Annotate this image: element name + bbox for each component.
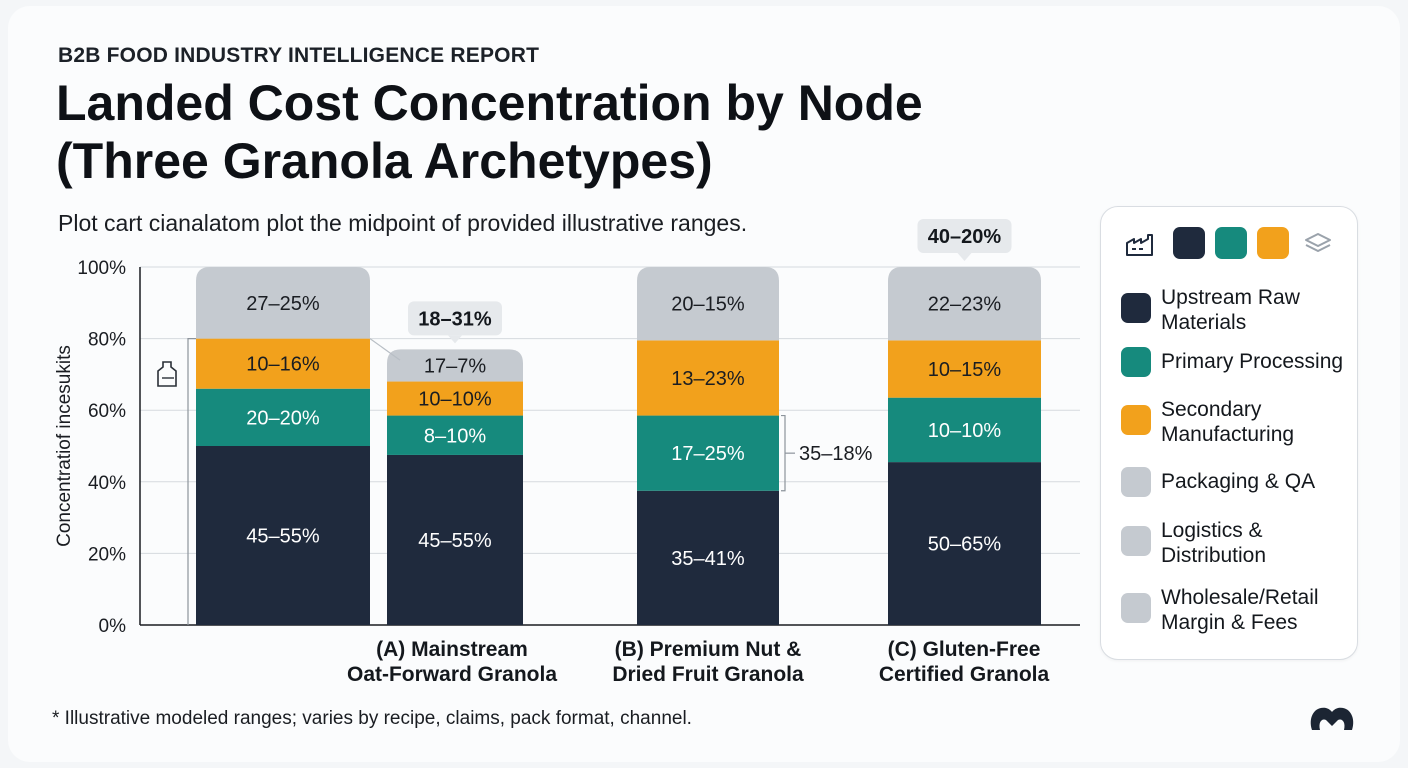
legend-color-box: [1121, 293, 1151, 323]
factory-icon: [1126, 234, 1153, 256]
side-callout-label: 35–18%: [799, 443, 873, 465]
page-title: Landed Cost Concentration by Node (Three…: [56, 74, 1056, 190]
bar-segment: [888, 462, 1041, 625]
stacked-bar-chart: 0% 20% 40% 60% 80% 100% Concentratiof incesuki…: [54, 219, 1080, 686]
bar-segment-label: 10–16%: [246, 354, 320, 376]
bar-segment: [637, 340, 779, 416]
legend-color-box: [1121, 347, 1151, 377]
title-line-1: Landed Cost Concentration by Node: [56, 75, 923, 131]
callout-pointer: [957, 253, 972, 261]
y-axis-label: Concentratiof incesukits: [54, 345, 75, 547]
bracket-line: [187, 338, 196, 625]
legend-label: Secondary Manufacturing: [1161, 398, 1295, 446]
brand-logo-icon: [1310, 707, 1354, 730]
legend-swatch-orange: [1257, 227, 1289, 259]
bar-segment: [196, 267, 370, 339]
legend-label: Primary Processing: [1161, 350, 1344, 373]
callout-box: [408, 301, 502, 336]
legend-color-box: [1121, 467, 1151, 497]
bar-segment: [387, 349, 523, 382]
callout-box: [917, 219, 1012, 253]
side-bracket: [781, 414, 786, 492]
title-line-2: (Three Granola Archetypes): [56, 133, 713, 189]
callout-pointer: [448, 335, 462, 344]
chart-subtitle: Plot cart cianalatom plot the midpoint o…: [58, 210, 748, 236]
connector-line: [369, 338, 401, 361]
bar-segment-label: 20–15%: [671, 294, 745, 316]
x-category-label: Oat-Forward Granola: [347, 663, 557, 686]
legend-header: [1123, 227, 1343, 263]
bar-segment: [888, 340, 1041, 398]
bar-segment: [387, 454, 523, 625]
bar-segment-label: 10–15%: [928, 359, 1002, 381]
x-category-label: Certified Granola: [879, 663, 1050, 686]
legend-color-box: [1121, 405, 1151, 435]
bar-segment: [387, 381, 523, 416]
callout-label: 40–20%: [928, 226, 1002, 248]
bar-segment-label: 13–23%: [671, 368, 745, 390]
legend-color-box: [1121, 526, 1151, 556]
bar-segment-label: 17–7%: [424, 355, 486, 377]
y-tick-label: 40%: [88, 473, 126, 494]
bar-segment: [196, 446, 370, 625]
bar-segment-label: 35–41%: [671, 548, 745, 570]
x-category-label: (B) Premium Nut &: [615, 638, 802, 661]
bottle-icon: [157, 361, 177, 387]
report-eyebrow: B2B FOOD INDUSTRY INTELLIGENCE REPORT: [58, 44, 540, 67]
bar-segment-label: 20–20%: [246, 407, 320, 429]
bar-segment: [637, 267, 779, 341]
x-category-label: Dried Fruit Granola: [612, 663, 804, 686]
y-tick-label: 0%: [99, 616, 127, 637]
bar-segment-label: 45–55%: [246, 526, 320, 548]
layers-icon: [1305, 233, 1331, 252]
bar-segment: [637, 490, 779, 625]
legend-swatch-navy: [1173, 227, 1205, 259]
x-category-label: (A) Mainstream: [376, 638, 528, 661]
bar-segment-label: 22–23%: [928, 294, 1002, 316]
bar-segment: [888, 397, 1041, 463]
y-tick-label: 80%: [88, 330, 126, 351]
legend-color-box: [1121, 593, 1151, 623]
legend-label: Logistics & Distribution: [1161, 519, 1267, 567]
bar-segment-label: 10–10%: [928, 420, 1002, 442]
x-category-label: (C) Gluten-Free: [888, 638, 1041, 661]
bar-segment-label: 10–10%: [418, 389, 492, 411]
bar-segment: [888, 267, 1041, 341]
legend-panel: Upstream Raw Materials Primary Processin…: [1100, 206, 1358, 660]
legend-label: Wholesale/Retail Margin & Fees: [1161, 586, 1319, 634]
bar-segment: [196, 388, 370, 446]
bar-segment: [196, 338, 370, 389]
legend-label: Upstream Raw Materials: [1161, 286, 1300, 334]
bar-segment-label: 8–10%: [424, 425, 486, 447]
bar-segment-label: 50–65%: [928, 534, 1002, 556]
y-tick-label: 60%: [88, 401, 126, 422]
legend-label: Packaging & QA: [1161, 470, 1316, 493]
bar-segment-label: 17–25%: [671, 443, 745, 465]
bar-segment: [637, 415, 779, 491]
y-tick-label: 20%: [88, 544, 126, 565]
bar-segment-label: 27–25%: [246, 293, 320, 315]
bar-segment: [387, 415, 523, 455]
bar-segment-label: 45–55%: [418, 530, 492, 552]
footnote: * Illustrative modeled ranges; varies by…: [52, 708, 692, 729]
callout-label: 18–31%: [418, 308, 492, 330]
legend-swatch-teal: [1215, 227, 1247, 259]
y-tick-label: 100%: [77, 258, 126, 279]
